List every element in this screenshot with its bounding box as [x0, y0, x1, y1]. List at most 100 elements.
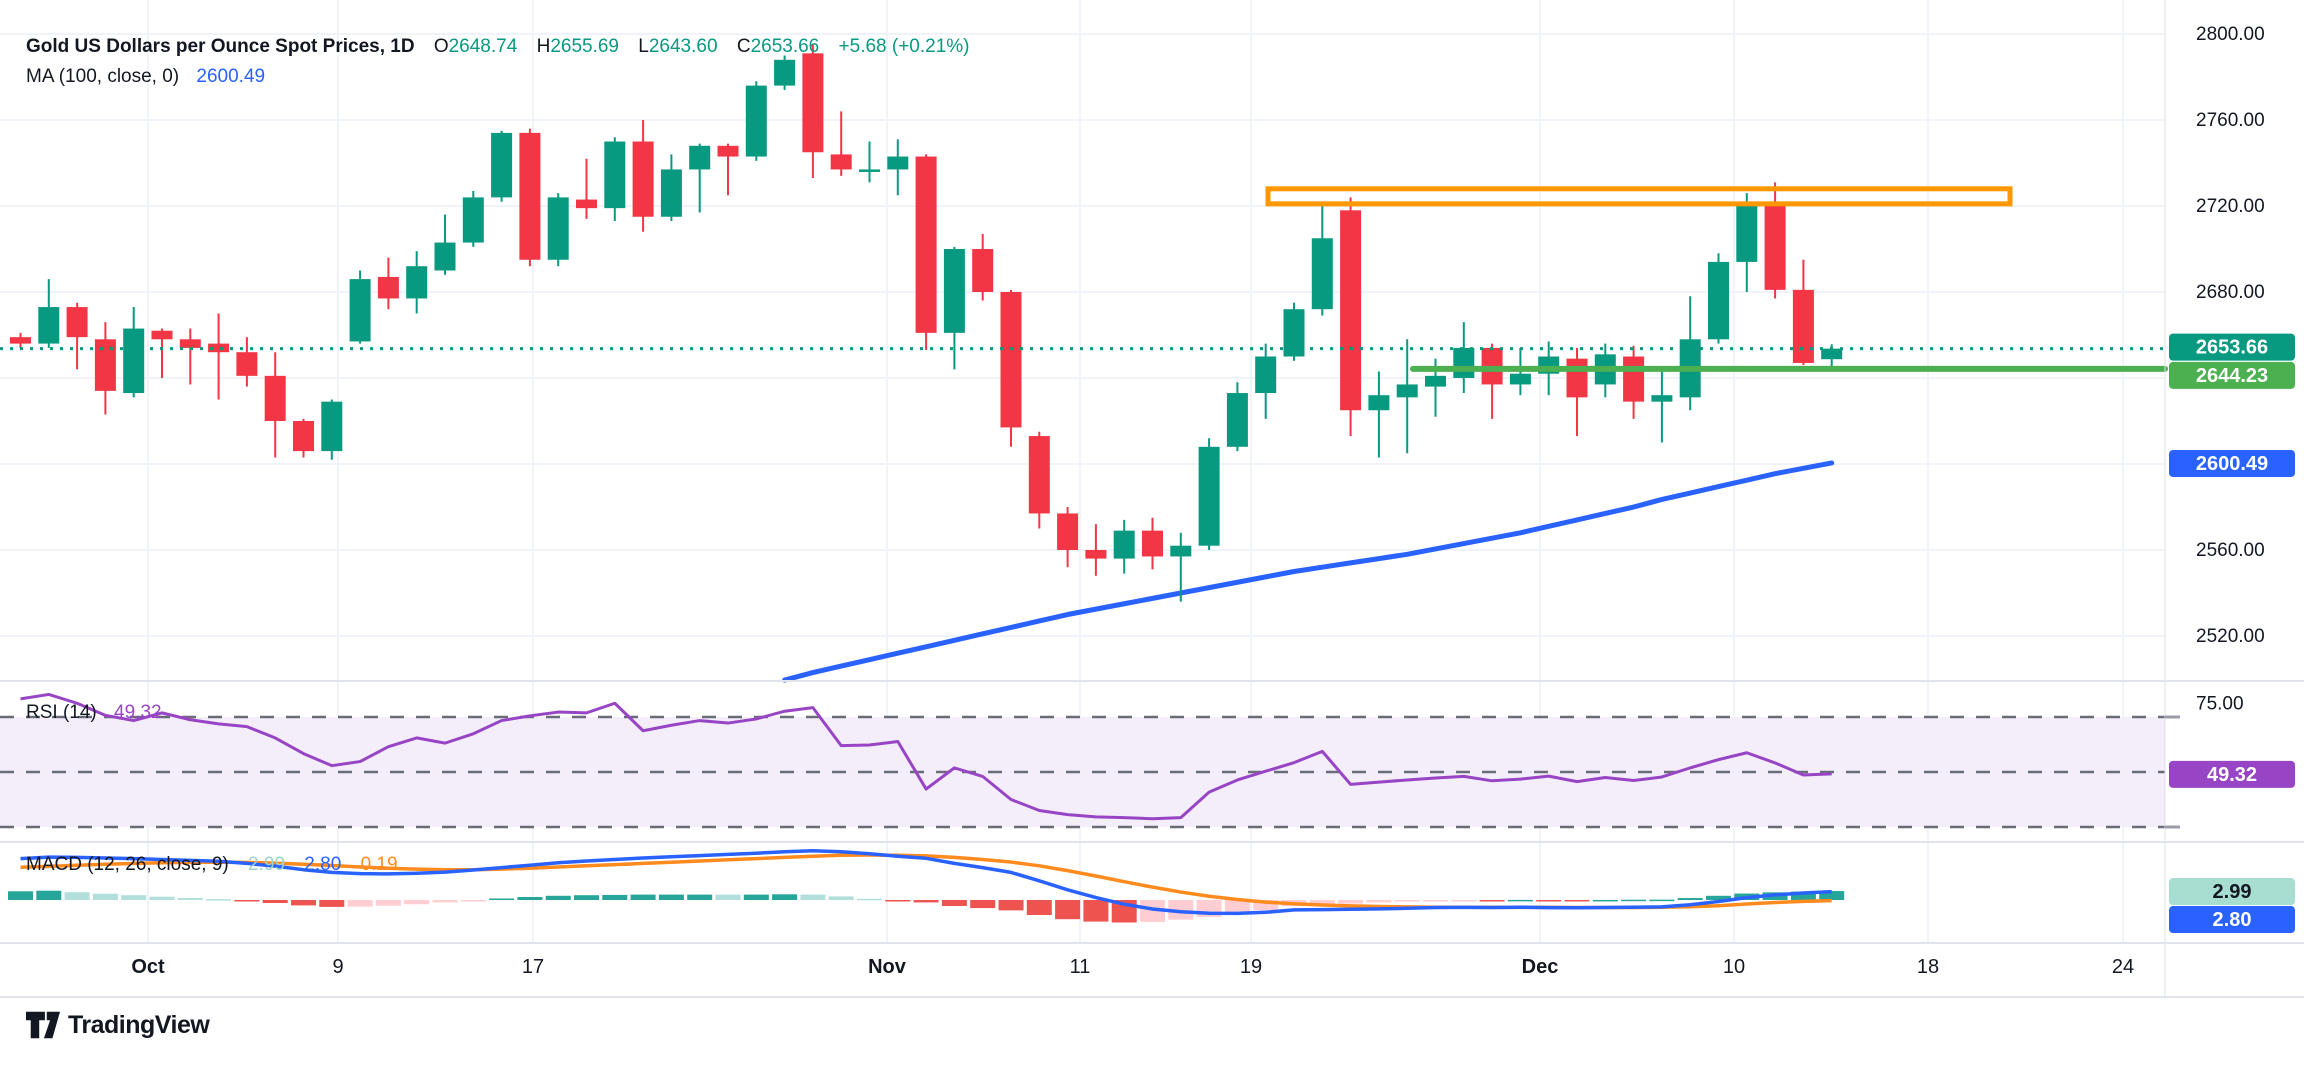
candle-body — [94, 339, 116, 391]
macd-hist-bar — [857, 898, 882, 901]
price-tick-label[interactable]: 2800.00 — [2196, 24, 2265, 45]
last-price-badge[interactable]: 2653.66 — [2169, 333, 2295, 361]
low-value: 2643.60 — [648, 36, 718, 57]
macd-hist-bar — [36, 890, 62, 900]
macd-hist-bar — [630, 894, 656, 900]
support-price-badge[interactable]: 2644.23 — [2169, 361, 2295, 389]
candle-body — [1311, 238, 1333, 310]
candle-body — [1566, 358, 1588, 398]
candle-body — [632, 141, 654, 217]
candle-body — [349, 279, 371, 342]
time-axis-label[interactable]: 19 — [1240, 956, 1262, 978]
macd-hist-bar — [1394, 900, 1420, 902]
resistance-box[interactable] — [1265, 186, 2013, 207]
macd-hist-bar — [404, 900, 430, 905]
candle-body — [915, 156, 937, 333]
candle-body — [236, 352, 258, 376]
price-tick-label[interactable]: 2760.00 — [2196, 110, 2265, 131]
candle-body — [321, 401, 343, 452]
svg-text:2.99: 2.99 — [2213, 881, 2252, 903]
candle-body — [462, 197, 484, 243]
svg-text:2653.66: 2653.66 — [2196, 337, 2268, 359]
macd-hist-bar — [262, 900, 288, 903]
svg-text:2644.23: 2644.23 — [2196, 365, 2268, 387]
rsi-value-badge[interactable]: 49.32 — [2169, 760, 2295, 788]
time-axis-label[interactable]: 24 — [2112, 956, 2134, 978]
candle-body — [547, 197, 569, 260]
macd-hist-bar — [234, 900, 260, 902]
candle-body — [38, 307, 60, 344]
macd-hist-bar — [489, 898, 515, 900]
time-axis-label[interactable]: 18 — [1917, 956, 1939, 978]
candle-body — [887, 156, 909, 170]
time-axis-label[interactable]: 9 — [332, 956, 343, 978]
macd-hist-bar — [1309, 900, 1335, 905]
candle-body — [1028, 436, 1050, 514]
candle-body — [1453, 347, 1475, 378]
high-value: 2655.69 — [550, 36, 619, 57]
ma-indicator-header[interactable]: MA (100, close, 0) 2600.49 — [26, 66, 265, 88]
candle-body — [1368, 395, 1390, 411]
macd-hist-bar — [545, 895, 571, 900]
macd-hist-badge[interactable]: 2.99 — [2169, 878, 2295, 906]
macd-hist-bar — [970, 900, 996, 909]
macd-hist-bar — [149, 896, 175, 900]
time-axis-label[interactable]: 10 — [1723, 956, 1745, 978]
candle-body — [1425, 375, 1446, 387]
macd-hist-bar — [941, 900, 967, 906]
ma-value-badge[interactable]: 2600.49 — [2169, 449, 2295, 477]
time-axis-label[interactable]: Dec — [1522, 956, 1559, 978]
candle-body — [1226, 393, 1248, 447]
macd-hist-bar — [743, 894, 769, 900]
tradingview-logo[interactable]: TradingView — [26, 1010, 210, 1040]
rsi-tick-label[interactable]: 75.00 — [2196, 693, 2244, 714]
candle-body — [293, 421, 314, 452]
time-axis-label[interactable]: Nov — [868, 956, 907, 978]
price-tick-label[interactable]: 2680.00 — [2196, 282, 2265, 303]
candle-body — [972, 249, 994, 292]
candle-body — [151, 330, 173, 340]
price-tick-label[interactable]: 2520.00 — [2196, 626, 2265, 647]
rsi-value: 49.32 — [114, 702, 162, 723]
macd-hist-bar — [658, 894, 684, 900]
tradingview-brand-text: TradingView — [68, 1010, 210, 1039]
high-label: H — [536, 36, 551, 57]
price-tick-label[interactable]: 2720.00 — [2196, 196, 2265, 217]
time-axis-label[interactable]: Oct — [131, 956, 165, 978]
macd-hist-bar — [1507, 899, 1533, 902]
candle-body — [1255, 356, 1277, 394]
time-axis-label[interactable]: 17 — [522, 956, 544, 978]
macd-hist-bar — [1451, 900, 1477, 902]
candle-body — [576, 199, 597, 209]
price-tick-label[interactable]: 2560.00 — [2196, 540, 2265, 561]
macd-hist-bar — [92, 893, 118, 900]
macd-hist-bar — [1564, 900, 1590, 902]
candle-body — [377, 276, 399, 299]
macd-hist-bar — [1055, 900, 1081, 920]
macd-histogram — [8, 890, 1845, 923]
macd-hist-bar — [1649, 899, 1675, 902]
macd-hist-bar — [319, 900, 345, 907]
rsi-line[interactable] — [20, 692, 1832, 821]
macd-hist-bar — [1253, 900, 1279, 911]
macd-line-badge[interactable]: 2.80 — [2169, 906, 2295, 934]
candle-body — [1792, 289, 1814, 363]
symbol-title[interactable]: Gold US Dollars per Ounce Spot Prices, 1… — [26, 36, 415, 57]
candle-body — [859, 169, 880, 172]
macd-indicator-header[interactable]: MACD (12, 26, close, 9) 2.99 2.80 0.19 — [26, 854, 398, 876]
candle-body — [1057, 513, 1079, 550]
ma-label: MA (100, close, 0) — [26, 66, 180, 87]
rsi-indicator-header[interactable]: RSI (14) 49.32 — [26, 702, 162, 724]
macd-main-line[interactable] — [20, 849, 1832, 916]
macd-hist-bar — [800, 894, 826, 900]
candle-body — [208, 343, 230, 353]
candle-body — [1000, 292, 1022, 428]
macd-line-value: 2.80 — [304, 854, 342, 875]
ma100-line[interactable] — [782, 460, 1835, 683]
macd-hist-bar — [1140, 900, 1165, 922]
candle-body — [1396, 384, 1418, 398]
time-axis-label[interactable]: 11 — [1070, 956, 1091, 978]
candle-body — [745, 85, 767, 157]
